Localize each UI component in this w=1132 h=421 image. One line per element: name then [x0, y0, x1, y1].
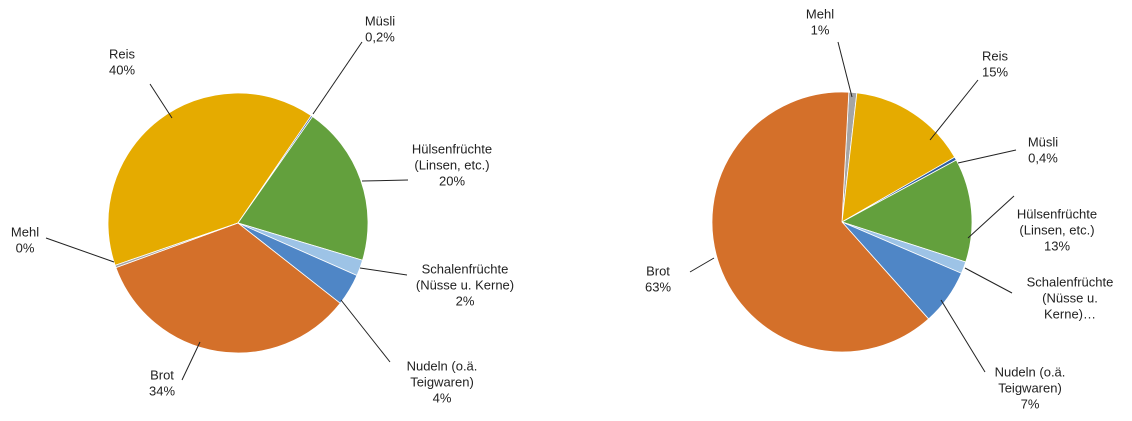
slice-label: Teigwaren) — [998, 380, 1062, 395]
slice-value-label: 13% — [1044, 238, 1070, 253]
slice-label: Müsli — [365, 13, 395, 28]
slice-label: Nudeln (o.ä. — [995, 364, 1066, 379]
leader-line — [359, 267, 408, 276]
slice-label: Mehl — [806, 6, 834, 21]
slice-label: (Linsen, etc.) — [1019, 222, 1094, 237]
slice-value-label: 0,4% — [1028, 150, 1058, 165]
slice-label: Hülsenfrüchte — [412, 141, 492, 156]
leader-line — [967, 195, 1015, 239]
slice-label: Schalenfrüchte — [422, 261, 509, 276]
slice-label: (Nüsse u. — [1042, 290, 1098, 305]
leader-line — [45, 237, 115, 263]
leader-line — [181, 341, 201, 381]
slice-value-label: 40% — [109, 62, 135, 77]
leader-line — [312, 41, 363, 115]
slice-label: Müsli — [1028, 134, 1058, 149]
slice-label: Mehl — [11, 224, 39, 239]
pie-slice — [114, 222, 239, 269]
slice-value-label: 2% — [456, 293, 475, 308]
pie-slice — [840, 159, 973, 263]
slice-label: Teigwaren) — [410, 374, 474, 389]
slice-label: Kerne)… — [1044, 306, 1096, 321]
slice-value-label: 0,2% — [365, 29, 395, 44]
slice-label: Brot — [150, 367, 174, 382]
slice-value-label: 15% — [982, 64, 1008, 79]
leader-line — [957, 149, 1017, 164]
pie-slice — [115, 222, 341, 354]
slice-value-label: 4% — [433, 390, 452, 405]
leader-line — [964, 267, 1013, 294]
leader-line — [940, 299, 986, 373]
slice-value-label: 0% — [16, 240, 35, 255]
leader-line — [837, 41, 853, 98]
slice-value-label: 34% — [149, 383, 175, 398]
slice-label: Hülsenfrüchte — [1017, 206, 1097, 221]
leader-line — [689, 257, 715, 273]
slice-label: (Nüsse u. Kerne) — [416, 277, 514, 292]
leader-line — [361, 179, 409, 182]
leader-line — [340, 299, 391, 363]
pie-slice — [107, 92, 312, 266]
leader-line — [929, 79, 979, 141]
slice-label: Nudeln (o.ä. — [407, 358, 478, 373]
pie-slice — [841, 92, 956, 223]
slice-label: (Linsen, etc.) — [414, 157, 489, 172]
slice-label: Schalenfrüchte — [1027, 274, 1114, 289]
pie-slice — [237, 115, 369, 261]
slice-label: Reis — [982, 48, 1009, 63]
pie-slice — [711, 91, 930, 353]
leader-line — [149, 83, 173, 119]
slice-value-label: 20% — [439, 173, 465, 188]
slice-label: Reis — [109, 46, 136, 61]
slice-label: Brot — [646, 263, 670, 278]
slice-value-label: 7% — [1021, 396, 1040, 411]
slice-value-label: 63% — [645, 279, 671, 294]
slice-value-label: 1% — [811, 22, 830, 37]
